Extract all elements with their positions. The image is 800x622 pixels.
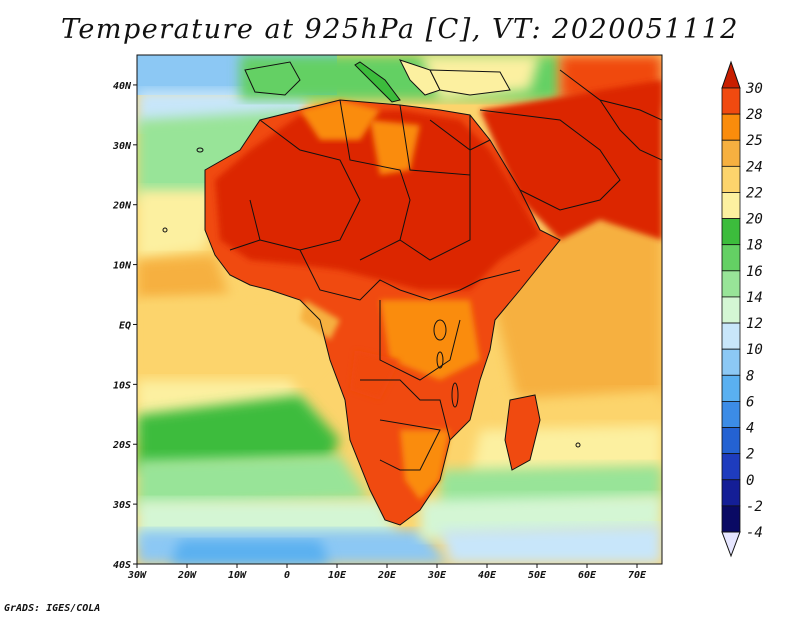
colorbar-box [721, 505, 741, 533]
lon-axis: 30W 20W 10W 0 10E 20E 30E 40E 50E 60E 70E [127, 564, 647, 581]
map-title: Temperature at 925hPa [C], VT: 202005111… [61, 14, 739, 45]
lon-tick-label: 10E [328, 570, 347, 581]
colorbar-level-label: 2 [746, 447, 754, 463]
gulf-guinea-band [137, 255, 230, 300]
colorbar-box [721, 218, 741, 246]
temperature-field [137, 55, 662, 564]
lon-tick-label: 20W [177, 570, 197, 581]
southern-ocean-deep [170, 540, 330, 564]
colorbar-level-label: 14 [746, 290, 763, 306]
colorbar-box [721, 192, 741, 219]
indian-ocean-cool [440, 525, 662, 564]
colorbar-level-label: 22 [746, 185, 763, 201]
colorbar-box [721, 270, 741, 298]
lat-tick-label: 20N [112, 201, 132, 212]
lat-tick-label: 40N [113, 81, 132, 92]
south-atlantic-warm [137, 290, 330, 380]
southern-africa-warm [400, 430, 450, 500]
south-atlantic-green [137, 395, 340, 470]
lon-tick-label: 20E [377, 570, 397, 581]
lon-tick-label: 40E [478, 570, 497, 581]
colorbar-box [721, 296, 741, 324]
lat-tick-label: 20S [112, 440, 131, 451]
lon-tick-label: 0 [284, 570, 290, 581]
madagascar [504, 394, 541, 471]
colorbar-box [721, 479, 741, 507]
lon-tick-label: 10W [228, 570, 247, 581]
borders [204, 69, 662, 526]
colorbar-level-label: 0 [746, 473, 754, 489]
grads-credit: GrADS: IGES/COLA [4, 603, 101, 614]
colorbar-level-label: 30 [745, 81, 763, 97]
atlantic-yellow [137, 190, 220, 260]
lat-tick-label: EQ [119, 320, 131, 331]
lat-tick-label: 30S [112, 500, 131, 511]
colorbar-level-label: 25 [746, 133, 763, 149]
colorbar-box [721, 348, 741, 376]
colorbar-level-label: 10 [746, 342, 763, 358]
lon-tick-label: 60E [578, 570, 597, 581]
colorbar-level-label: 4 [746, 421, 754, 437]
angola-hot [350, 350, 400, 400]
colorbar-bottom-arrow [721, 531, 741, 558]
lat-tick-label: 30N [112, 141, 132, 152]
lat-axis: 40N 30N 20N 10N EQ 10S 20S 30S 40S [112, 81, 137, 571]
colorbar-level-label: 18 [746, 238, 763, 254]
lat-tick-label: 10N [113, 261, 132, 272]
greece [399, 59, 441, 96]
lon-tick-label: 70E [628, 570, 647, 581]
lon-tick-label: 30E [427, 570, 447, 581]
lakes-islands [162, 147, 581, 448]
colorbar-level-label: 6 [746, 394, 754, 410]
lon-tick-label: 30W [127, 570, 147, 581]
turkey [429, 69, 511, 96]
plot-frame [136, 54, 663, 565]
atlas-cooler [300, 100, 380, 140]
colorbar-box [721, 139, 741, 167]
colorbar-level-label: -2 [746, 499, 763, 515]
colorbar-box [721, 244, 741, 272]
colorbar-box [721, 427, 741, 455]
colorbar-level-label: 20 [746, 212, 763, 228]
colorbar-box [721, 113, 741, 141]
south-atlantic-lightgreen [137, 455, 370, 510]
colorbar-level-label: 28 [746, 107, 763, 123]
colorbar-box [721, 453, 741, 481]
colorbar-box [721, 374, 741, 402]
colorbar-box [721, 87, 741, 115]
colorbar-level-label: 24 [746, 159, 763, 175]
sahara-hot-core [215, 110, 540, 290]
libya-warm [370, 120, 420, 175]
italy [354, 61, 401, 103]
colorbar-top-arrow [721, 60, 741, 89]
iberia [244, 61, 301, 96]
congo-warm [380, 300, 480, 380]
lat-tick-label: 40S [113, 560, 131, 571]
lat-tick-label: 10S [113, 380, 131, 391]
colorbar-level-label: 16 [746, 264, 763, 280]
colorbar-level-label: 8 [746, 368, 754, 384]
colorbar-level-label: -4 [746, 525, 763, 541]
colorbar-box [721, 322, 741, 350]
colorbar-box [721, 401, 741, 428]
colorbar-box [721, 165, 741, 193]
colorbar-level-label: 12 [746, 316, 763, 332]
lon-tick-label: 50E [528, 570, 547, 581]
